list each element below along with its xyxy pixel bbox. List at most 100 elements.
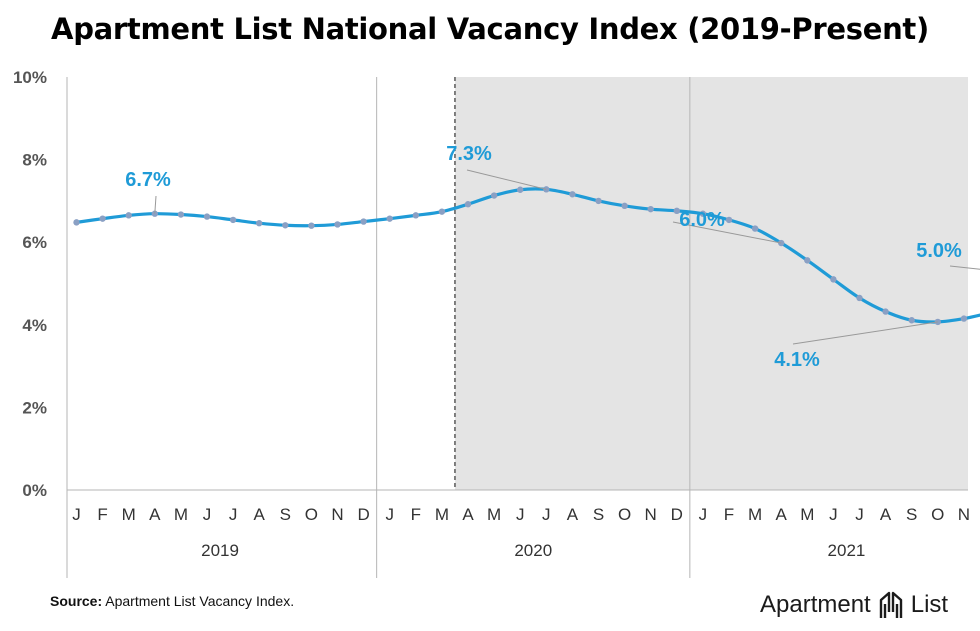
annotation-leader [466,169,547,190]
month-tick-label: F [411,505,421,524]
annotation-label: 6.0% [679,209,725,231]
data-point [229,216,237,224]
y-tick-label: 4% [22,316,47,335]
month-tick-label: O [931,505,944,524]
shaded-region-rect [454,77,968,490]
month-tick-label: O [618,505,631,524]
month-tick-label: O [305,505,318,524]
year-label: 2021 [828,541,866,560]
annotation-leader [792,321,938,345]
month-tick-label: D [671,505,683,524]
data-point [569,191,576,198]
month-tick-label: M [748,505,762,524]
month-tick-label: S [906,505,917,524]
data-point [595,197,602,205]
month-tick-label: J [542,505,551,524]
month-tick-label: D [357,505,369,524]
month-tick-label: M [122,505,136,524]
axes [66,77,968,578]
data-point [725,216,733,224]
data-point [647,205,654,213]
month-tick-label: F [97,505,107,524]
data-point [256,220,263,227]
data-point [308,222,315,229]
y-tick-labels: 0% 2% 4% 6% 8% 10% [13,68,47,500]
shaded-region [454,77,968,490]
data-point [99,215,106,222]
month-tick-label: S [280,505,291,524]
data-point [464,201,472,208]
data-point [203,213,211,220]
data-point [673,207,680,215]
data-point [490,192,498,199]
month-tick-label: N [958,505,970,524]
source-note: Source: Apartment List Vacancy Index. [50,593,294,609]
data-point [804,257,811,264]
month-tick-label: M [800,505,814,524]
month-tick-label: J [203,505,212,524]
source-label: Source: [50,593,103,609]
month-tick-label: A [149,505,161,524]
data-point [856,294,863,302]
apartment-list-logo: Apartment List [760,588,948,622]
annotation-label: 6.7% [125,169,171,191]
month-tick-label: A [567,505,579,524]
year-dividers [376,77,691,578]
y-tick-label: 6% [22,233,47,252]
data-point [517,186,524,193]
annotations: 6.7% 7.3% 6.0% 4.1% 5.0% [125,143,980,371]
data-point [412,212,419,219]
annotation-label: 7.3% [446,143,492,165]
month-tick-label: F [724,505,734,524]
data-point [282,222,289,229]
month-tick-label: A [462,505,474,524]
year-label: 2019 [201,541,239,560]
month-tick-label: A [254,505,266,524]
annotation-leader [154,195,157,214]
logo-word-apartment: Apartment [760,591,871,618]
apartment-list-logo-icon [879,591,902,618]
annotation-leader [949,265,980,270]
year-label: 2020 [514,541,552,560]
month-tick-label: A [776,505,788,524]
month-tick-label: J [699,505,708,524]
month-tick-label: S [593,505,604,524]
month-tick-label: J [516,505,525,524]
data-point [334,221,341,228]
chart-title: Apartment List National Vacancy Index (2… [51,12,929,46]
data-point [621,202,628,210]
data-point [360,218,367,225]
data-point [908,317,915,324]
month-tick-label: J [72,505,81,524]
month-tick-labels: JFMAMJJASONDJFMAMJJASONDJFMAMJJASONDJFMA… [72,505,970,524]
data-point [699,210,707,217]
annotation-label: 5.0% [916,240,962,262]
month-tick-label: N [331,505,343,524]
data-point [73,219,80,226]
month-tick-label: J [829,505,838,524]
month-tick-label: M [174,505,188,524]
logo-word-list: List [910,591,949,618]
data-point [751,225,759,232]
y-tick-label: 10% [13,68,47,87]
source-text: Apartment List Vacancy Index. [105,593,295,609]
y-tick-label: 2% [22,398,47,417]
data-point [386,215,393,222]
data-point [438,208,446,215]
annotation-leader [672,221,782,244]
year-labels: 2019202020212022 [201,541,866,560]
month-tick-label: J [229,505,238,524]
data-point [177,211,185,218]
data-point [830,276,837,283]
y-tick-label: 8% [22,151,47,170]
y-tick-label: 0% [22,481,47,500]
month-tick-label: J [385,505,394,524]
data-point [125,212,132,219]
annotation-label: 4.1% [774,349,820,371]
month-tick-label: N [645,505,657,524]
month-tick-label: A [880,505,892,524]
month-tick-label: M [487,505,501,524]
month-tick-label: J [855,505,864,524]
data-point [882,308,889,315]
